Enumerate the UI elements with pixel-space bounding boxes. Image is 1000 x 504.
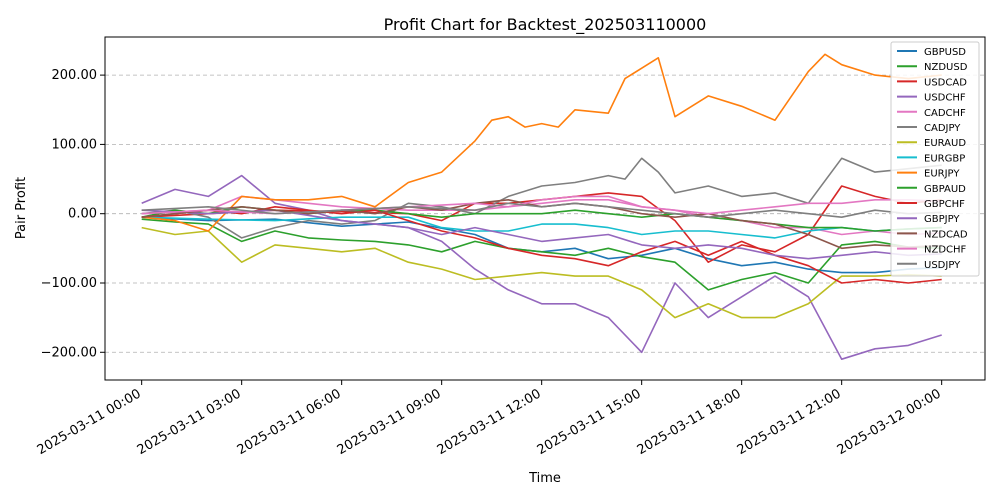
series-line-usdjpy — [141, 202, 942, 218]
series-line-usdchf — [141, 174, 942, 361]
series-line-eurgbp — [141, 216, 942, 239]
x-tick-label: 2025-03-11 03:00 — [135, 386, 244, 458]
x-tick-label: 2025-03-12 00:00 — [835, 386, 944, 458]
legend-entry: GBPUSD — [924, 47, 966, 58]
series-line-gbpusd — [141, 216, 942, 274]
series-line-euraud — [141, 226, 942, 319]
series-line-cadjpy — [141, 157, 942, 239]
x-tick-label: 2025-03-11 09:00 — [335, 386, 444, 458]
x-tick-label: 2025-03-11 15:00 — [535, 386, 644, 458]
y-axis-label: Pair Profit — [14, 177, 29, 239]
y-tick-label: 200.00 — [52, 68, 98, 83]
x-tick-label: 2025-03-11 00:00 — [35, 386, 144, 458]
series-line-cadchf — [141, 195, 942, 236]
legend-entry: NZDUSD — [924, 62, 968, 73]
y-tick-label: −100.00 — [41, 276, 97, 291]
legend-entry: NZDCAD — [924, 229, 968, 240]
x-tick-label: 2025-03-11 18:00 — [635, 386, 744, 458]
y-tick-label: 0.00 — [68, 207, 97, 222]
x-axis-label: Time — [528, 471, 561, 486]
legend-entry: USDCHF — [924, 93, 966, 104]
series-line-gbpjpy — [141, 209, 942, 260]
legend-entry: EURAUD — [924, 138, 966, 149]
series-line-eurjpy — [141, 53, 942, 232]
x-tick-label: 2025-03-11 21:00 — [735, 386, 844, 458]
series-layer — [141, 53, 942, 361]
legend: GBPUSD NZDUSD USDCAD USDCHF CADCHF CADJPY EURA… — [890, 41, 980, 277]
chart-title: Profit Chart for Backtest_202503110000 — [384, 15, 707, 35]
series-line-nzdusd — [141, 218, 942, 291]
legend-entry: GBPCHF — [924, 199, 965, 210]
legend-entry: USDCAD — [924, 77, 967, 88]
legend-entry: CADJPY — [924, 123, 961, 134]
legend-entry: EURGBP — [924, 153, 965, 164]
legend-entry: EURJPY — [924, 169, 960, 180]
legend-entry: CADCHF — [924, 108, 966, 119]
legend-entry: GBPJPY — [924, 214, 960, 225]
x-tick-label: 2025-03-11 06:00 — [235, 386, 344, 458]
y-tick-label: −200.00 — [41, 345, 97, 360]
legend-entry: GBPAUD — [924, 184, 966, 195]
y-axis: −200.00 −100.00 0.00 100.00 200.00 — [41, 68, 105, 360]
y-tick-label: 100.00 — [52, 137, 98, 152]
legend-entry: USDJPY — [924, 260, 961, 271]
series-line-gbpchf — [141, 206, 942, 284]
plot-area-frame — [104, 36, 986, 381]
x-tick-label: 2025-03-11 12:00 — [435, 386, 544, 458]
legend-entry: NZDCHF — [924, 245, 967, 256]
